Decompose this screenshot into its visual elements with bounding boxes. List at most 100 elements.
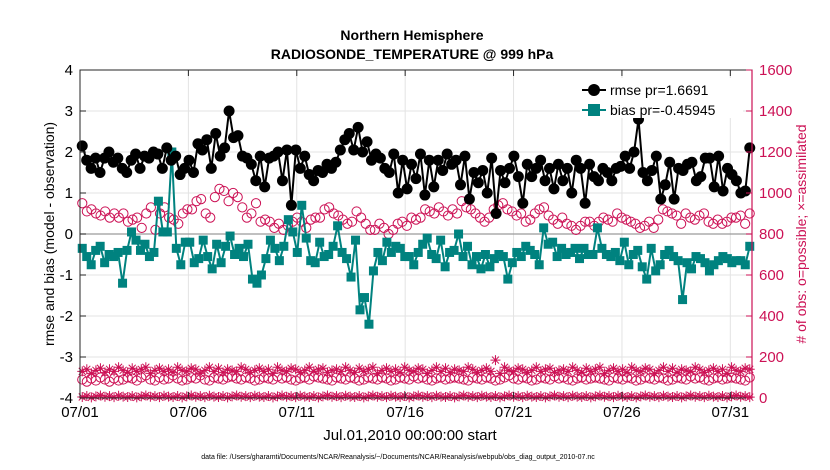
obs-possible-point	[196, 194, 207, 205]
obs-assimilated-point	[317, 391, 328, 402]
obs-assimilated-point	[699, 392, 710, 403]
bias-point	[597, 243, 607, 253]
bias-point	[700, 258, 710, 268]
x-tick-label: 07/01	[61, 404, 99, 421]
bias-point	[113, 247, 123, 257]
rmse-point	[428, 181, 440, 193]
obs-assimilated-point	[708, 363, 719, 374]
obs-assimilated-point	[113, 390, 124, 401]
obs-assimilated-point	[517, 392, 528, 403]
obs-assimilated-point	[213, 391, 224, 402]
obs-assimilated-point	[399, 362, 410, 373]
bias-point	[575, 254, 585, 264]
y-tick-label-right: 200	[759, 349, 784, 366]
obs-assimilated-point	[327, 365, 337, 376]
bias-point	[516, 252, 526, 262]
obs-possible-point	[657, 204, 668, 215]
bias-point	[503, 274, 513, 284]
bias-point	[292, 247, 302, 257]
obs-assimilated-point	[499, 391, 510, 402]
obs-assimilated-point	[254, 363, 265, 374]
bias-point	[377, 256, 387, 266]
obs-assimilated-point	[168, 367, 179, 378]
legend: rmse pr=1.6691 bias pr=-0.45945	[580, 78, 743, 118]
rmse-point	[477, 164, 489, 176]
obs-assimilated-point	[726, 362, 737, 373]
rmse-point	[739, 185, 751, 197]
obs-assimilated-point	[635, 391, 646, 402]
bias-point	[315, 237, 325, 247]
obs-possible-point	[502, 204, 513, 215]
obs-assimilated-point	[408, 366, 419, 377]
rmse-point	[641, 175, 653, 187]
obs-possible-point	[625, 216, 636, 227]
obs-assimilated-point	[317, 363, 328, 374]
bias-point	[673, 256, 683, 266]
rmse-point	[459, 150, 471, 162]
obs-assimilated-point	[599, 368, 610, 379]
obs-assimilated-point	[127, 390, 138, 401]
obs-possible-point	[520, 216, 531, 227]
bias-point	[642, 274, 652, 284]
obs-assimilated-point	[190, 364, 201, 375]
bias-point	[386, 247, 396, 257]
obs-assimilated-point	[372, 391, 383, 402]
obs-assimilated-point	[372, 368, 383, 379]
rmse-point	[352, 121, 364, 133]
rmse-point	[357, 146, 369, 158]
bias-point	[655, 260, 665, 270]
bias-point	[440, 262, 450, 272]
obs-assimilated-point	[422, 368, 433, 379]
obs-assimilated-point	[667, 391, 678, 402]
x-tick-label: 07/11	[279, 404, 315, 421]
obs-possible-point	[249, 375, 260, 386]
obs-assimilated-point	[345, 365, 356, 376]
obs-assimilated-point	[631, 365, 642, 376]
bias-point	[185, 237, 195, 247]
obs-assimilated-point	[172, 362, 183, 373]
obs-possible-point	[77, 198, 88, 209]
obs-assimilated-point	[594, 390, 605, 401]
obs-possible-point	[676, 218, 687, 229]
y-tick-label-right: 1200	[759, 144, 792, 161]
obs-possible-point	[452, 208, 463, 219]
bias-point	[364, 319, 374, 329]
rmse-point	[463, 193, 475, 205]
rmse-point	[374, 152, 386, 164]
obs-possible-point	[426, 375, 437, 386]
obs-assimilated-point	[159, 390, 169, 401]
bias-point	[454, 229, 464, 239]
obs-assimilated-point	[199, 392, 210, 403]
rmse-point	[557, 175, 569, 187]
obs-assimilated-point	[272, 391, 283, 402]
bias-point	[342, 254, 352, 264]
rmse-point	[526, 171, 538, 183]
obs-assimilated-point	[495, 392, 505, 403]
obs-assimilated-point	[218, 367, 229, 378]
rmse-point	[655, 193, 667, 205]
axes: 07/01 07/06 07/11 07/16 07/21 07/26 07/3143210…	[60, 62, 793, 421]
obs-assimilated-point	[544, 391, 555, 402]
rmse-point	[472, 177, 484, 189]
obs-assimilated-point	[95, 390, 106, 401]
obs-assimilated-point	[413, 363, 424, 374]
bias-point	[458, 252, 468, 262]
rmse-point	[708, 181, 720, 193]
obs-assimilated-point	[722, 368, 733, 379]
obs-assimilated-point	[731, 390, 742, 401]
bias-point	[664, 245, 674, 255]
rmse-point	[259, 181, 271, 193]
obs-assimilated-point	[304, 391, 315, 402]
obs-assimilated-point	[413, 390, 424, 401]
bias-point	[637, 262, 647, 272]
bias-point	[588, 250, 598, 259]
obs-assimilated-point	[426, 392, 437, 403]
obs-assimilated-point	[694, 364, 705, 375]
obs-possible-point	[122, 216, 134, 227]
obs-assimilated-point	[563, 392, 574, 403]
obs-assimilated-point	[267, 368, 278, 379]
obs-possible-point	[511, 210, 522, 221]
rmse-point	[343, 128, 355, 140]
obs-possible-point	[526, 375, 537, 386]
rmse-point	[455, 179, 467, 191]
